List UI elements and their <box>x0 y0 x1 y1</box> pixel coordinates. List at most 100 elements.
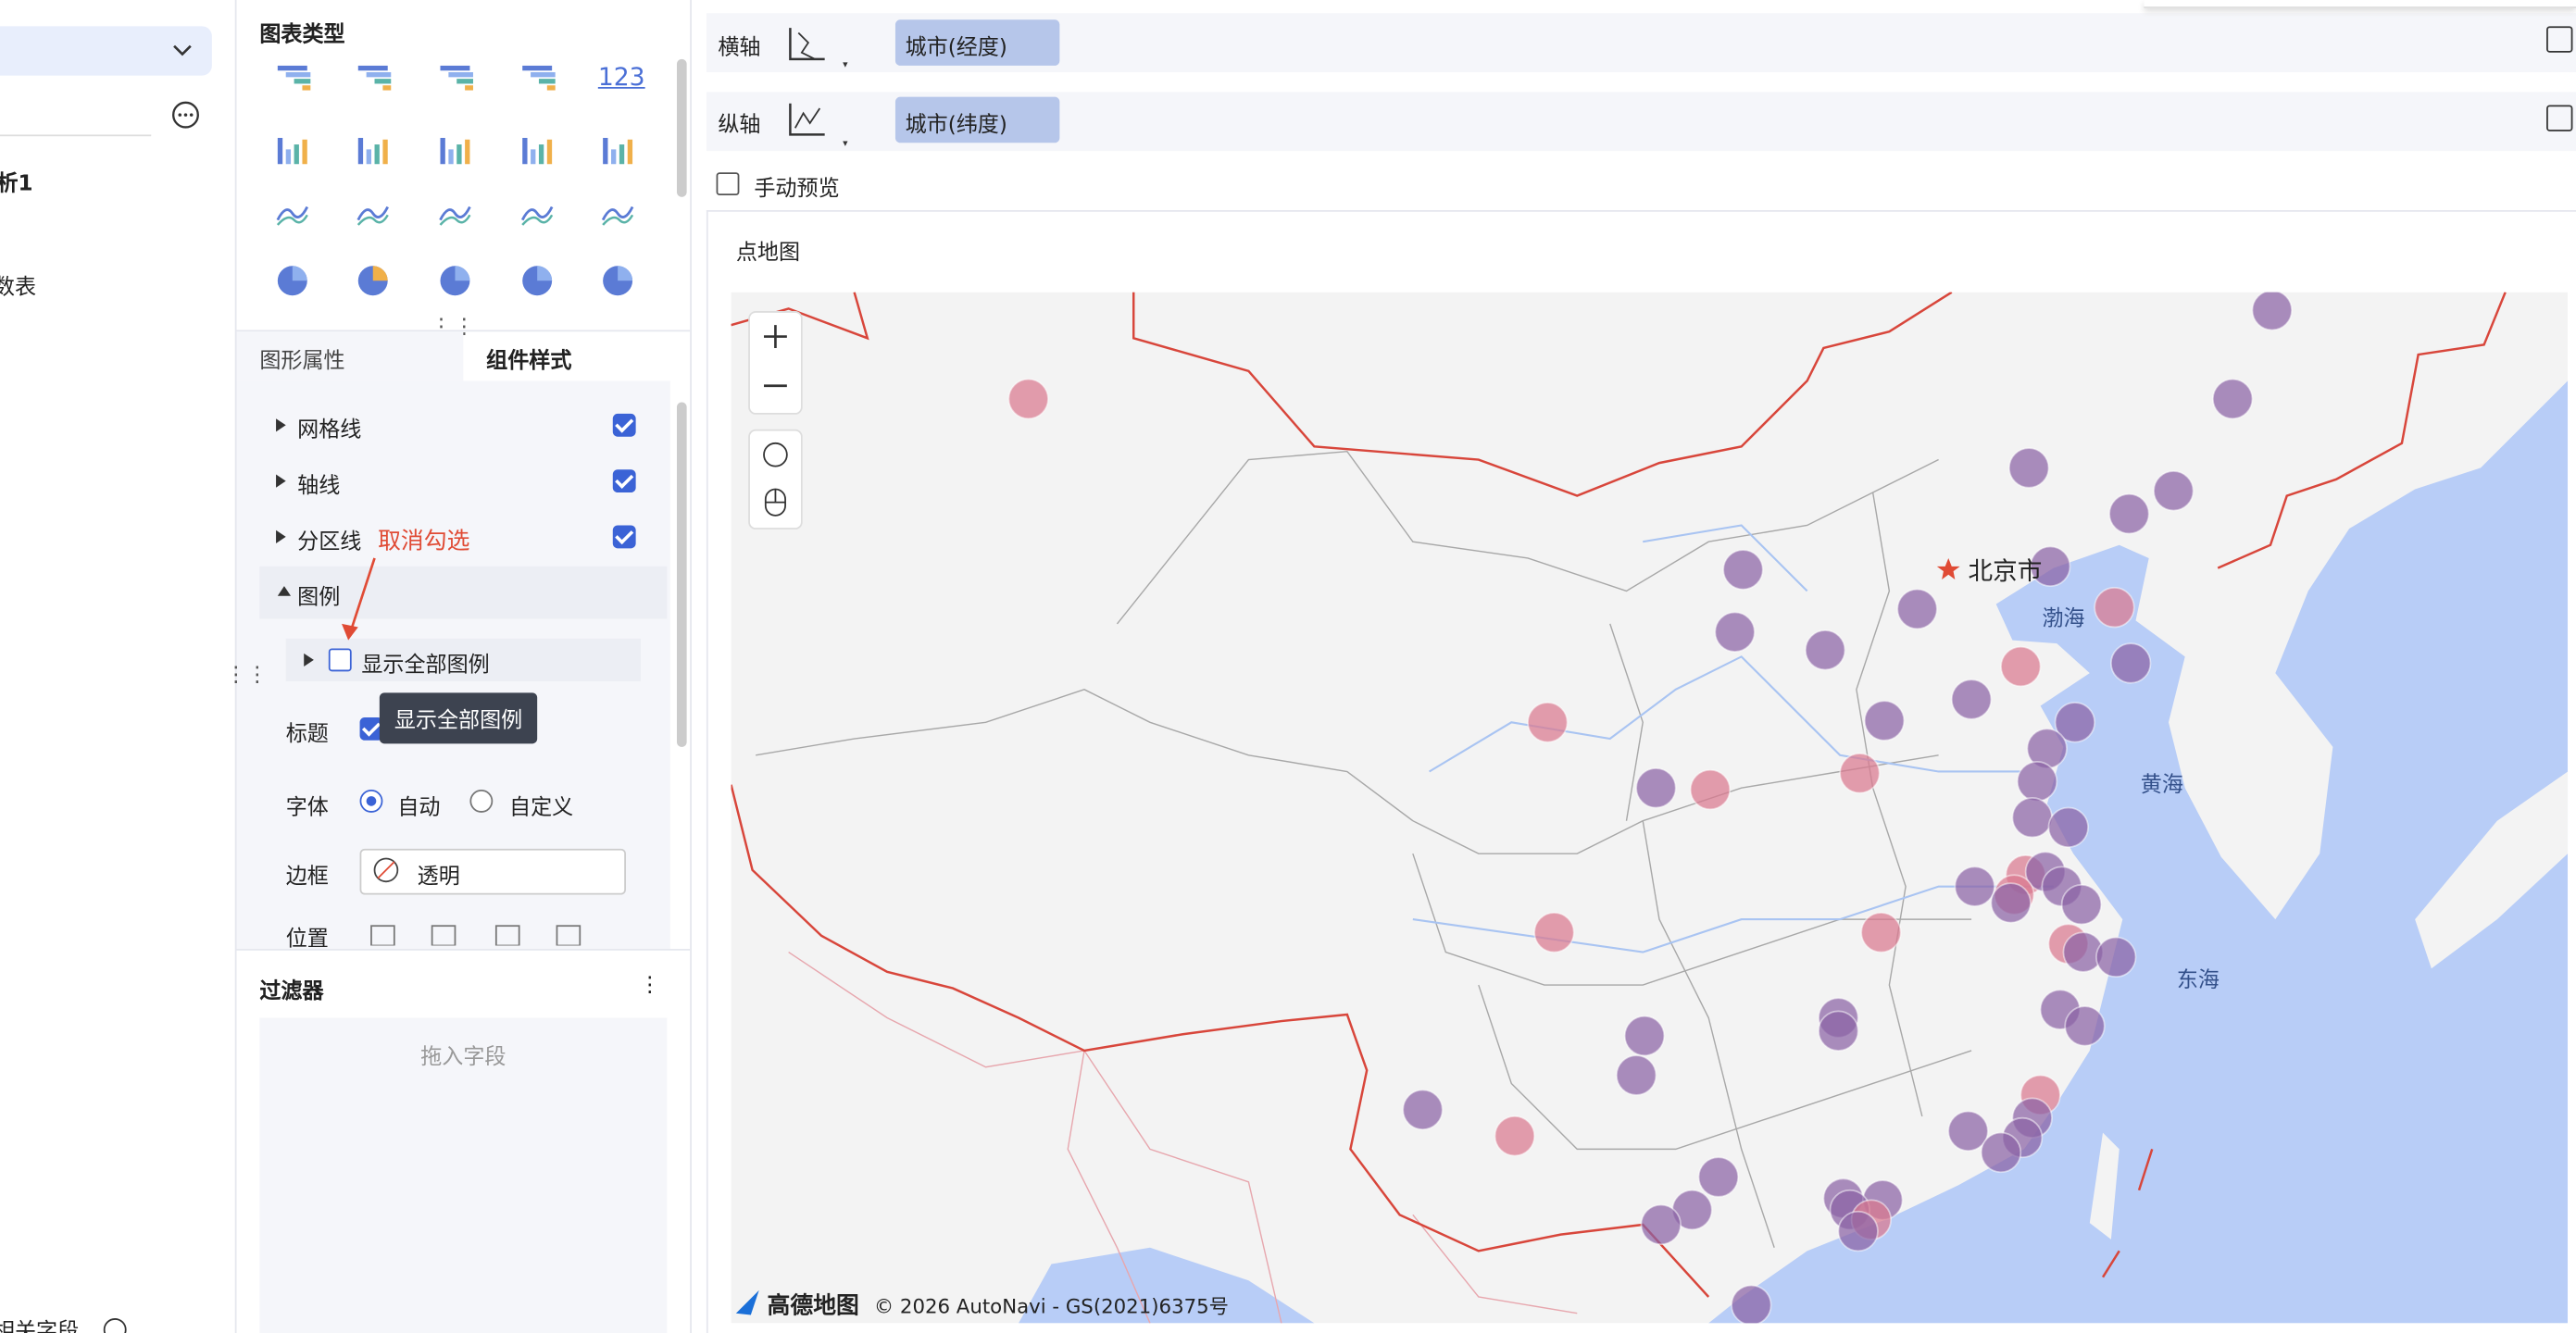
map[interactable]: 北京市 渤海 黄海 东海 高德地图 © 2026 AutoNavi - GS(2… <box>731 292 2569 1324</box>
tab[interactable] <box>236 331 464 381</box>
city-point[interactable] <box>1860 912 1902 953</box>
drop-zone[interactable] <box>259 1017 668 1333</box>
island <box>2089 1132 2120 1240</box>
checkbox[interactable] <box>359 716 383 741</box>
city-point[interactable] <box>2011 796 2053 839</box>
chart-type-icon[interactable] <box>519 197 556 230</box>
city-point[interactable] <box>1722 549 1764 591</box>
chart-type-icon[interactable] <box>600 131 636 165</box>
chart-type-icon[interactable] <box>437 197 473 230</box>
chart-type-icon[interactable] <box>519 131 556 165</box>
sidebar-item[interactable]: 数表 <box>0 275 37 301</box>
more-button[interactable]: ⋮ <box>639 973 661 999</box>
city-point[interactable] <box>2007 447 2050 489</box>
axis-icon[interactable] <box>785 98 851 147</box>
city-point[interactable] <box>1533 912 1575 953</box>
checkbox[interactable] <box>612 413 636 437</box>
city-point[interactable] <box>1896 588 1938 630</box>
city-point[interactable] <box>1697 1156 1740 1198</box>
city-point[interactable] <box>2212 378 2254 420</box>
city-point[interactable] <box>2000 645 2042 688</box>
chart-type-icon[interactable] <box>274 62 311 94</box>
city-point[interactable] <box>1714 611 1756 653</box>
city-point[interactable] <box>1950 679 1993 720</box>
chart-type-icon[interactable] <box>519 62 556 94</box>
chart-type-icon[interactable] <box>600 197 636 230</box>
city-point[interactable] <box>2060 883 2103 926</box>
city-point[interactable] <box>2109 642 2152 684</box>
city-point[interactable] <box>2153 470 2195 512</box>
lock-icon[interactable] <box>2546 26 2573 53</box>
chart-type-icon[interactable] <box>355 131 391 165</box>
radio-label[interactable]: 自动 <box>397 796 441 821</box>
city-point[interactable] <box>1402 1089 1444 1130</box>
position-icons[interactable] <box>368 923 614 947</box>
city-point[interactable] <box>1623 1015 1666 1057</box>
chart-type-icon[interactable] <box>355 265 391 297</box>
checkbox[interactable] <box>716 172 740 196</box>
city-point[interactable] <box>2016 760 2058 803</box>
city-point[interactable] <box>1640 1203 1682 1246</box>
city-point[interactable] <box>2064 1005 2106 1047</box>
checkbox-label[interactable]: 手动预览 <box>754 177 840 203</box>
city-point[interactable] <box>2054 702 2096 743</box>
city-point[interactable] <box>2030 545 2071 587</box>
city-point[interactable] <box>1494 1115 1536 1157</box>
tab-label[interactable]: 组件样式 <box>486 349 572 375</box>
radio[interactable] <box>359 790 383 813</box>
chart-type-icon[interactable] <box>355 197 391 230</box>
city-point[interactable] <box>1527 702 1569 743</box>
lock-icon[interactable] <box>2546 105 2573 131</box>
city-point[interactable] <box>2047 806 2089 848</box>
city-point[interactable] <box>1954 866 1995 907</box>
chart-type-kpi[interactable]: 123 <box>597 62 645 93</box>
chart-type-icon[interactable] <box>274 197 310 230</box>
city-point[interactable] <box>1818 1010 1859 1052</box>
border-select[interactable] <box>359 848 626 895</box>
city-point[interactable] <box>2094 586 2135 629</box>
chart-type-icon[interactable] <box>274 131 310 165</box>
field-pill[interactable] <box>894 19 1060 66</box>
city-point[interactable] <box>2095 936 2137 978</box>
more-button[interactable] <box>171 100 201 130</box>
city-point[interactable] <box>1863 700 1906 741</box>
option-label: 显示全部图例 <box>361 653 490 679</box>
chart-type-icon[interactable] <box>274 265 310 297</box>
chart-type-icon[interactable] <box>519 265 556 297</box>
field-name[interactable]: 城市(经度) <box>905 36 1007 61</box>
field-pill[interactable] <box>894 96 1060 143</box>
city-point[interactable] <box>1615 1054 1657 1096</box>
city-point[interactable] <box>1689 768 1732 811</box>
city-point[interactable] <box>1980 1131 2022 1174</box>
radio-label[interactable]: 自定义 <box>509 796 574 821</box>
zoom-control[interactable] <box>748 311 803 529</box>
chart-type-icon[interactable] <box>600 265 636 297</box>
chart-type-icon[interactable] <box>437 131 473 165</box>
option-label: 字体 <box>285 796 329 821</box>
dataset-select[interactable] <box>0 26 212 76</box>
resize-handle[interactable]: ⋮⋮ <box>225 663 269 689</box>
chart-type-icon[interactable] <box>437 62 473 94</box>
axis-icon[interactable] <box>785 23 851 72</box>
city-point[interactable] <box>1731 1284 1772 1324</box>
city-point[interactable] <box>1635 767 1677 809</box>
city-point[interactable] <box>1837 1210 1879 1252</box>
city-point[interactable] <box>1839 753 1881 794</box>
checkbox[interactable] <box>328 648 352 672</box>
checkbox[interactable] <box>612 469 636 493</box>
city-point[interactable] <box>1804 629 1846 671</box>
field-name[interactable]: 城市(纬度) <box>905 113 1007 138</box>
radio[interactable] <box>469 790 494 813</box>
city-point[interactable] <box>2251 292 2293 331</box>
checkbox[interactable] <box>612 525 636 549</box>
city-point[interactable] <box>1947 1110 1989 1152</box>
sidebar-item[interactable]: 析1 <box>0 172 33 197</box>
tab-label[interactable]: 图形属性 <box>259 349 345 375</box>
city-point[interactable] <box>1007 378 1049 420</box>
chart-type-icon[interactable] <box>355 62 392 94</box>
scrollbar <box>676 402 687 747</box>
city-point[interactable] <box>2108 492 2150 535</box>
legend-header[interactable] <box>259 566 668 619</box>
chart-type-icon[interactable] <box>437 265 473 297</box>
city-point[interactable] <box>1990 882 2032 924</box>
